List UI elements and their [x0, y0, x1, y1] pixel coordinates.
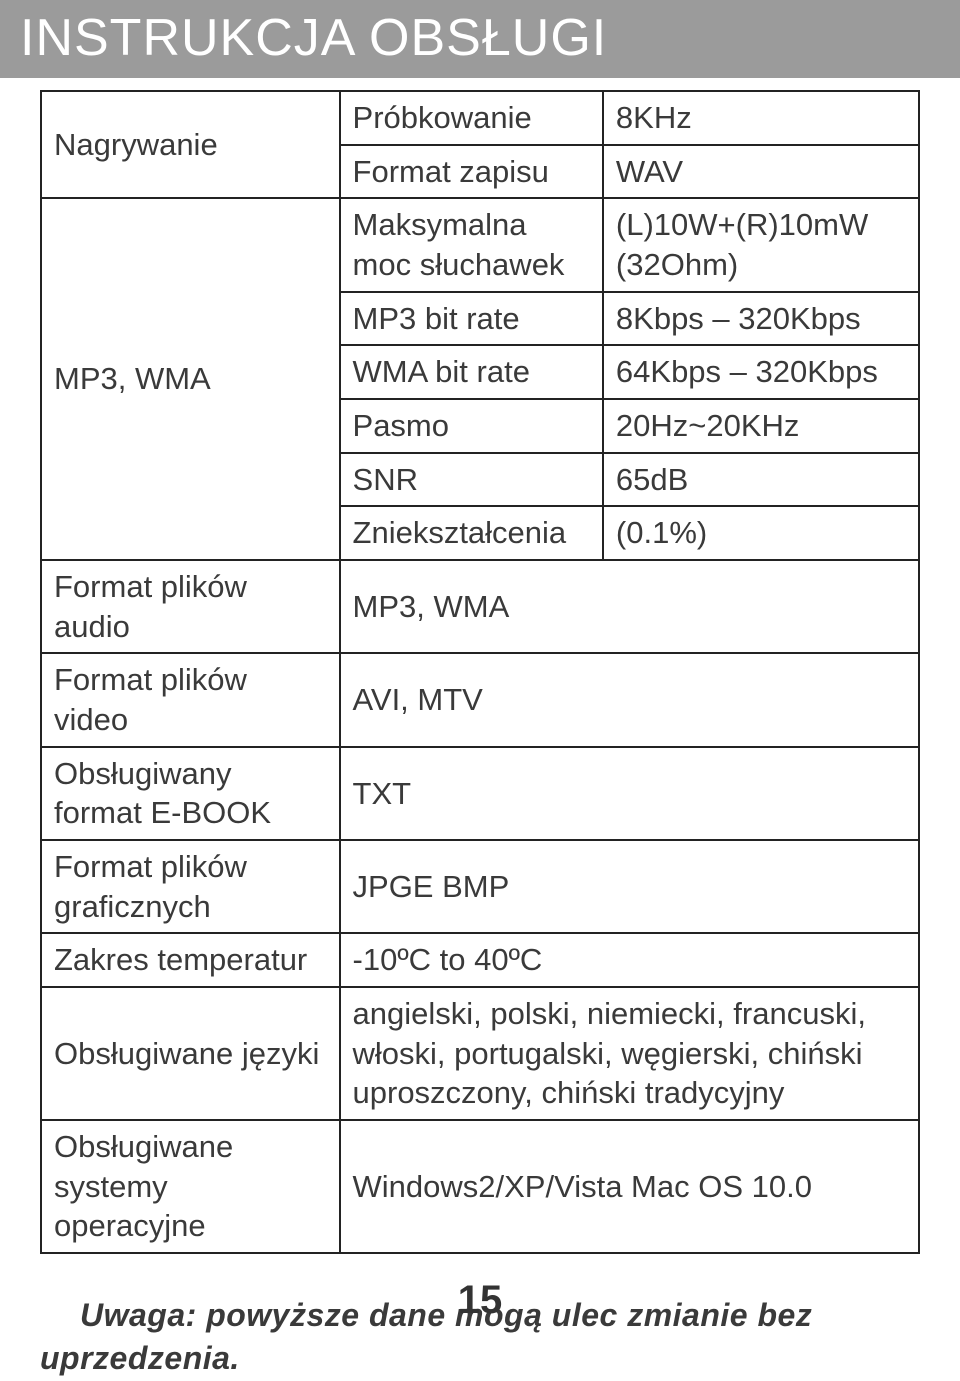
row-value: JPGE BMP — [340, 840, 919, 933]
page-title: INSTRUKCJA OBSŁUGI — [20, 9, 607, 67]
table-row: Obsługiwane języki angielski, polski, ni… — [41, 987, 919, 1120]
param-value: 64Kbps – 320Kbps — [603, 345, 919, 399]
param-value: WAV — [603, 145, 919, 199]
row-value: TXT — [340, 747, 919, 840]
row-group-label: Nagrywanie — [41, 91, 340, 198]
param-label: Maksymalna moc słuchawek — [340, 198, 603, 291]
page-title-bar: INSTRUKCJA OBSŁUGI — [0, 0, 960, 78]
param-value: (0.1%) — [603, 506, 919, 560]
table-row: Format plików graficznych JPGE BMP — [41, 840, 919, 933]
row-label: Format plików graficznych — [41, 840, 340, 933]
table-row: Nagrywanie Próbkowanie 8KHz — [41, 91, 919, 145]
row-label: Obsługiwany format E-BOOK — [41, 747, 340, 840]
row-value: MP3, WMA — [340, 560, 919, 653]
param-label: Próbkowanie — [340, 91, 603, 145]
param-value: 65dB — [603, 453, 919, 507]
manual-page: INSTRUKCJA OBSŁUGI Nagrywanie Próbkowani… — [0, 0, 960, 1351]
row-label: Obsługiwane systemy operacyjne — [41, 1120, 340, 1253]
table-row: Obsługiwane systemy operacyjne Windows2/… — [41, 1120, 919, 1253]
page-number: 15 — [0, 1278, 960, 1323]
row-value: Windows2/XP/Vista Mac OS 10.0 — [340, 1120, 919, 1253]
param-label: Format zapisu — [340, 145, 603, 199]
param-label: WMA bit rate — [340, 345, 603, 399]
table-row: Zakres temperatur -10ºC to 40ºC — [41, 933, 919, 987]
param-value: (L)10W+(R)10mW (32Ohm) — [603, 198, 919, 291]
param-value: 20Hz~20KHz — [603, 399, 919, 453]
table-row: MP3, WMA Maksymalna moc słuchawek (L)10W… — [41, 198, 919, 291]
row-value: angielski, polski, niemiecki, francuski,… — [340, 987, 919, 1120]
param-label: SNR — [340, 453, 603, 507]
table-row: Format plików audio MP3, WMA — [41, 560, 919, 653]
row-label: Format plików audio — [41, 560, 340, 653]
row-value: -10ºC to 40ºC — [340, 933, 919, 987]
table-row: Obsługiwany format E-BOOK TXT — [41, 747, 919, 840]
specs-table: Nagrywanie Próbkowanie 8KHz Format zapis… — [40, 90, 920, 1254]
table-row: Format plików video AVI, MTV — [41, 653, 919, 746]
row-label: Zakres temperatur — [41, 933, 340, 987]
param-value: 8Kbps – 320Kbps — [603, 292, 919, 346]
row-label: Format plików video — [41, 653, 340, 746]
row-group-label: MP3, WMA — [41, 198, 340, 560]
param-label: Zniekształcenia — [340, 506, 603, 560]
param-label: Pasmo — [340, 399, 603, 453]
param-label: MP3 bit rate — [340, 292, 603, 346]
row-label: Obsługiwane języki — [41, 987, 340, 1120]
param-value: 8KHz — [603, 91, 919, 145]
row-value: AVI, MTV — [340, 653, 919, 746]
